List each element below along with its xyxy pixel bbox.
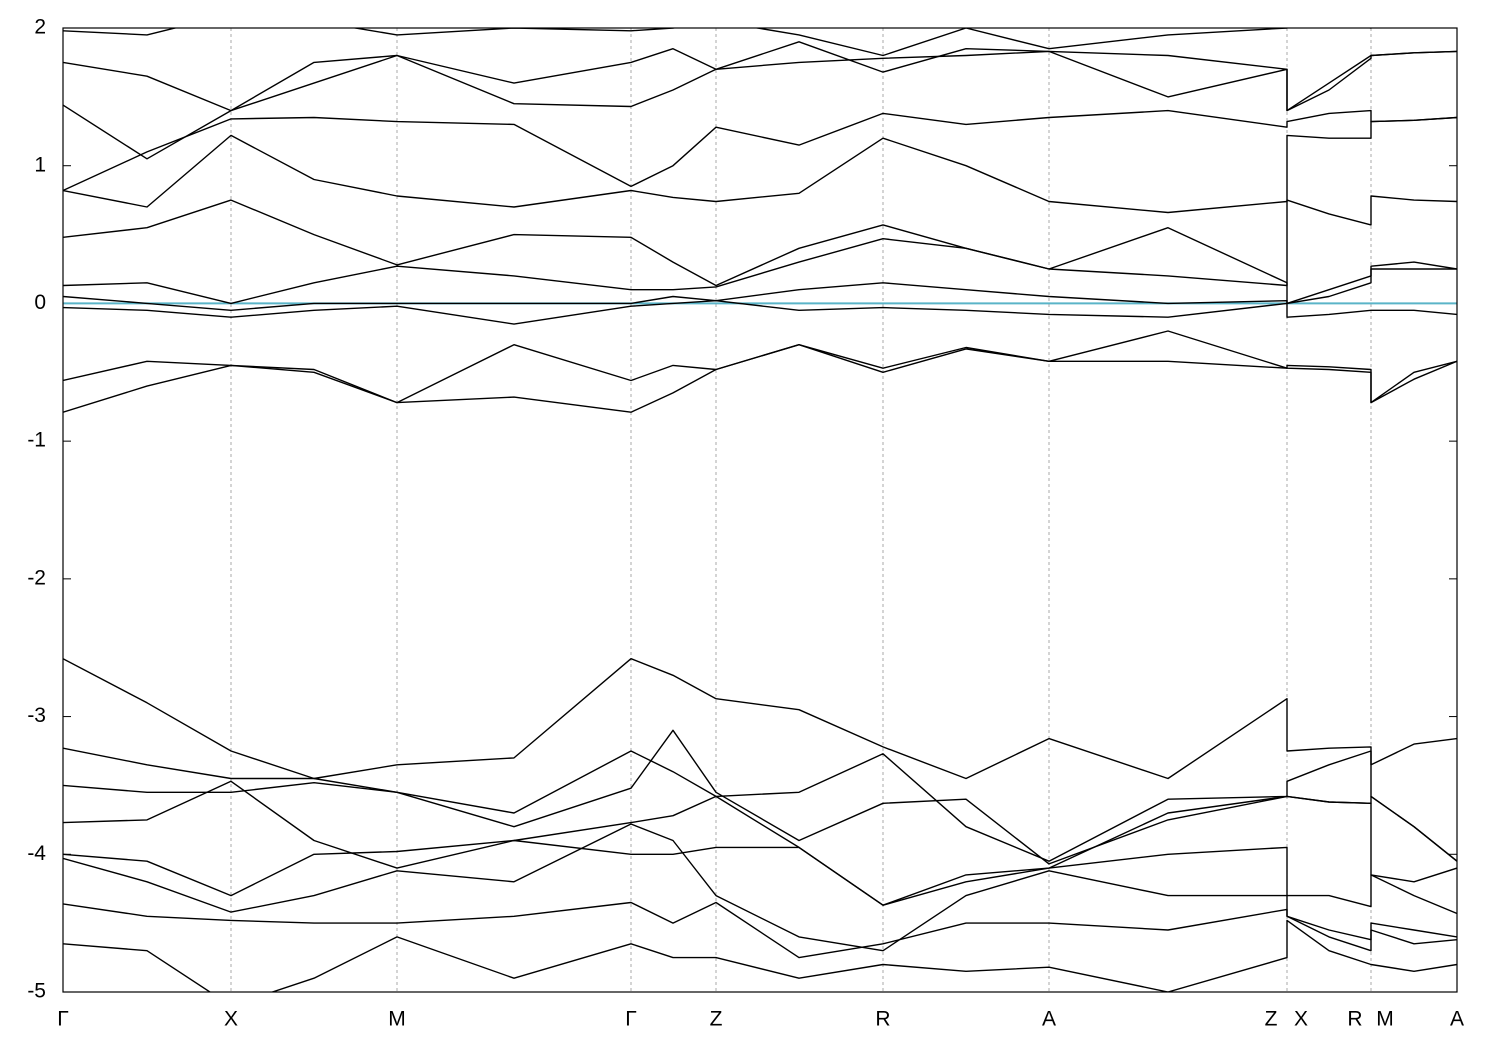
- y-tick-label: -2: [27, 566, 46, 589]
- band-line: [63, 330, 1457, 404]
- x-tick-label: X: [1294, 1008, 1308, 1031]
- band-line: [63, 50, 1457, 160]
- band-line: [63, 109, 1457, 192]
- band-line: [63, 116, 1457, 214]
- x-tick-label: Z: [1265, 1008, 1278, 1031]
- x-tick-label: Γ: [57, 1008, 69, 1031]
- band-line: [63, 658, 1457, 780]
- band-line: [63, 195, 1457, 287]
- x-tick-label: A: [1042, 1008, 1056, 1031]
- x-tick-label: R: [1347, 1008, 1362, 1031]
- y-tick-label: -5: [27, 980, 46, 1003]
- band-line: [63, 268, 1457, 311]
- y-tick-label: 0: [34, 291, 46, 314]
- band-line: [63, 300, 1457, 325]
- x-tick-label: A: [1450, 1008, 1464, 1031]
- band-line: [63, 227, 1457, 305]
- y-tick-label: -3: [27, 704, 46, 727]
- band-line: [63, 41, 1457, 112]
- plot-area: [63, 28, 1457, 992]
- y-tick-label: -1: [27, 429, 46, 452]
- band-line: [63, 839, 1457, 915]
- band-line: [63, 901, 1457, 959]
- x-tick-label: X: [224, 1008, 238, 1031]
- x-tick-label: M: [1376, 1008, 1394, 1031]
- band-line: [63, 344, 1457, 413]
- band-line: [63, 28, 1372, 57]
- plot-frame: [62, 27, 1458, 993]
- x-tick-label: Z: [710, 1008, 723, 1031]
- band-line: [63, 747, 1457, 862]
- band-line: [63, 823, 1457, 952]
- x-tick-label: Γ: [625, 1008, 637, 1031]
- band-line: [63, 919, 1457, 992]
- x-tick-label: M: [388, 1008, 406, 1031]
- y-tick-label: 2: [34, 16, 46, 39]
- x-tick-label: R: [875, 1008, 890, 1031]
- y-tick-label: 1: [34, 153, 46, 176]
- y-tick-label: -4: [27, 842, 46, 865]
